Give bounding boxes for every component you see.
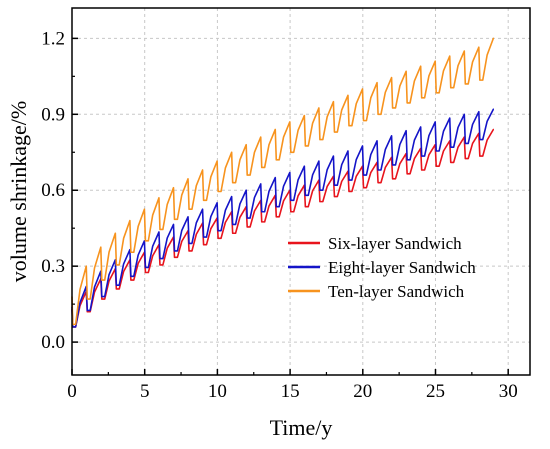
series-line-3 [71, 37, 495, 326]
y-tick-label: 1.2 [41, 28, 65, 49]
x-tick-label: 10 [208, 381, 227, 402]
y-axis-title: volume shrinkage/% [6, 101, 31, 282]
x-tick-label: 0 [67, 381, 77, 402]
series-line-2 [71, 108, 495, 328]
axis-ticks: 0 5 10 15 20 25 30 0.0 0.3 0.6 0.9 1.2 [41, 28, 517, 402]
x-axis-title: Time/y [270, 415, 333, 440]
x-tick-label: 30 [499, 381, 518, 402]
y-tick-label: 0.0 [41, 332, 65, 353]
series-line-1 [71, 128, 495, 328]
x-tick-label: 15 [281, 381, 300, 402]
legend-label-2: Eight-layer Sandwich [328, 258, 476, 277]
y-tick-label: 0.9 [41, 104, 65, 125]
legend: Six-layer Sandwich Eight-layer Sandwich Te… [288, 234, 476, 301]
x-tick-label: 20 [353, 381, 372, 402]
x-tick-label: 5 [140, 381, 150, 402]
y-tick-label: 0.3 [41, 256, 65, 277]
series-lines [71, 37, 495, 328]
legend-label-1: Six-layer Sandwich [328, 234, 462, 253]
plot-frame [71, 7, 531, 376]
y-tick-label: 0.6 [41, 180, 65, 201]
legend-label-3: Ten-layer Sandwich [328, 282, 465, 301]
x-tick-label: 25 [426, 381, 445, 402]
